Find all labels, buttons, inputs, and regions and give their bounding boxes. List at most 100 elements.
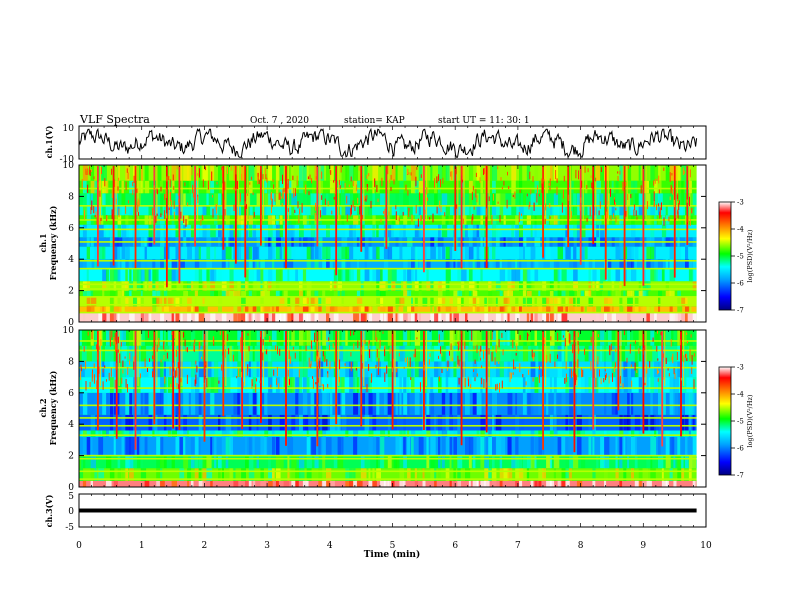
spectrogram-cell	[260, 312, 265, 322]
spectrogram-cell	[534, 193, 538, 206]
spectrogram-cell	[268, 268, 273, 282]
spectrogram-cell	[279, 180, 284, 194]
spectrogram-cell	[623, 436, 626, 456]
spectrogram-speckle	[476, 344, 478, 353]
spectrogram-speckle	[196, 365, 198, 373]
spectrogram-tone-line	[79, 283, 697, 286]
spectrogram-cell	[685, 436, 688, 456]
spectrogram-cell	[275, 268, 282, 282]
spectrogram-cell	[302, 430, 309, 437]
spectrogram-cell	[553, 392, 557, 415]
spectrogram-cell	[438, 468, 442, 481]
spectrogram-cell	[561, 268, 567, 282]
spectrogram-cell	[272, 330, 277, 346]
spectrogram-speckle	[606, 211, 608, 219]
spectrogram-cell	[418, 224, 424, 238]
spectrogram-cell	[248, 392, 254, 415]
spectrogram-cell	[534, 296, 537, 307]
spectrogram-cell	[275, 290, 282, 297]
spectrogram-cell	[549, 165, 553, 181]
spectrogram-cell	[403, 224, 406, 238]
spectrogram-cell	[264, 290, 270, 297]
spectrogram-speckle	[350, 204, 352, 215]
spectrogram-cell	[658, 259, 663, 269]
spectrogram-cell	[337, 414, 341, 431]
spectrogram-cell	[588, 414, 592, 431]
spectrogram-cell	[642, 205, 647, 216]
spectrogram-cell	[650, 361, 653, 378]
spectrogram-speckle	[610, 188, 611, 197]
spectrogram-speckle	[581, 180, 583, 188]
spectrogram-cell	[117, 296, 121, 307]
spectrogram-speckle	[416, 166, 418, 170]
spectrogram-cell	[337, 436, 342, 456]
spectrogram-cell	[685, 455, 689, 469]
spectrogram-speckle	[485, 217, 487, 226]
spectrogram-cell	[233, 290, 238, 297]
spectrogram-cell	[611, 306, 614, 313]
spectrogram-cell	[333, 455, 338, 469]
spectrogram-cell	[329, 306, 336, 313]
spectrogram-speckle	[543, 207, 545, 217]
spectrogram-cell	[476, 165, 481, 181]
spectrogram-speckle	[305, 345, 307, 351]
spectrogram-speckle	[474, 359, 476, 364]
ch1-colorbar-label: log(PSD)(V²/Hz)	[746, 229, 754, 282]
spectrogram-cell	[445, 290, 450, 297]
spectrogram-speckle	[260, 172, 262, 181]
spectrogram-tone-line	[79, 340, 697, 342]
spectrogram-speckle	[353, 331, 355, 336]
spectrogram-cell	[600, 281, 604, 291]
spectrogram-cell	[295, 268, 298, 282]
spectrogram-sferic-tail	[595, 166, 597, 221]
spectrogram-cell	[156, 392, 162, 415]
start-time-label: start UT = 11: 30: 1	[438, 116, 530, 126]
spectrogram-speckle	[549, 216, 551, 219]
spectrogram-cell	[326, 296, 332, 307]
spectrogram-speckle	[613, 197, 615, 202]
spectrogram-cell	[90, 468, 95, 481]
spectrogram-cell	[140, 296, 144, 307]
spectrogram-cell	[322, 306, 326, 313]
spectrogram-speckle	[544, 337, 545, 345]
spectrogram-speckle	[93, 363, 95, 368]
spectrogram-cell	[380, 193, 386, 206]
spectrogram-cell	[264, 193, 270, 206]
spectrogram-speckle	[510, 372, 512, 379]
spectrogram-cell	[302, 414, 309, 431]
spectrogram-cell	[592, 330, 598, 346]
spectrogram-sferic-tail	[388, 166, 390, 221]
spectrogram-cell	[414, 246, 418, 260]
spectrogram-cell	[654, 430, 657, 437]
spectrogram-sferic	[542, 331, 544, 450]
spectrogram-cell	[125, 290, 131, 297]
spectrogram-sferic-tail	[196, 166, 199, 221]
spectrogram-speckle	[298, 369, 300, 378]
spectrogram-cell	[117, 377, 123, 393]
spectrogram-sferic	[153, 166, 156, 245]
spectrogram-cell	[445, 377, 449, 393]
spectrogram-cell	[310, 330, 315, 346]
spectrogram-speckle	[278, 383, 280, 390]
spectrogram-cell	[445, 165, 452, 181]
spectrogram-cell	[468, 224, 472, 238]
spectrogram-speckle	[183, 332, 185, 338]
spectrogram-cell	[368, 480, 373, 487]
spectrogram-speckle	[156, 213, 158, 217]
spectrogram-speckle	[526, 193, 528, 197]
spectrogram-cell	[306, 436, 313, 456]
spectrogram-cell	[580, 430, 586, 437]
spectrogram-cell	[596, 455, 599, 469]
spectrogram-cell	[519, 330, 524, 346]
spectrogram-cell	[654, 246, 656, 260]
spectrogram-cell	[507, 361, 511, 378]
spectrogram-speckle	[311, 340, 312, 349]
spectrogram-cell	[411, 312, 415, 322]
spectrogram-speckle	[668, 216, 670, 222]
spectrogram-cell	[658, 290, 663, 297]
spectrogram-cell	[229, 468, 233, 481]
spectrogram-cell	[175, 312, 181, 322]
spectrogram-cell	[183, 436, 186, 456]
spectrogram-cell	[399, 392, 402, 415]
spectrogram-speckle	[96, 344, 98, 350]
